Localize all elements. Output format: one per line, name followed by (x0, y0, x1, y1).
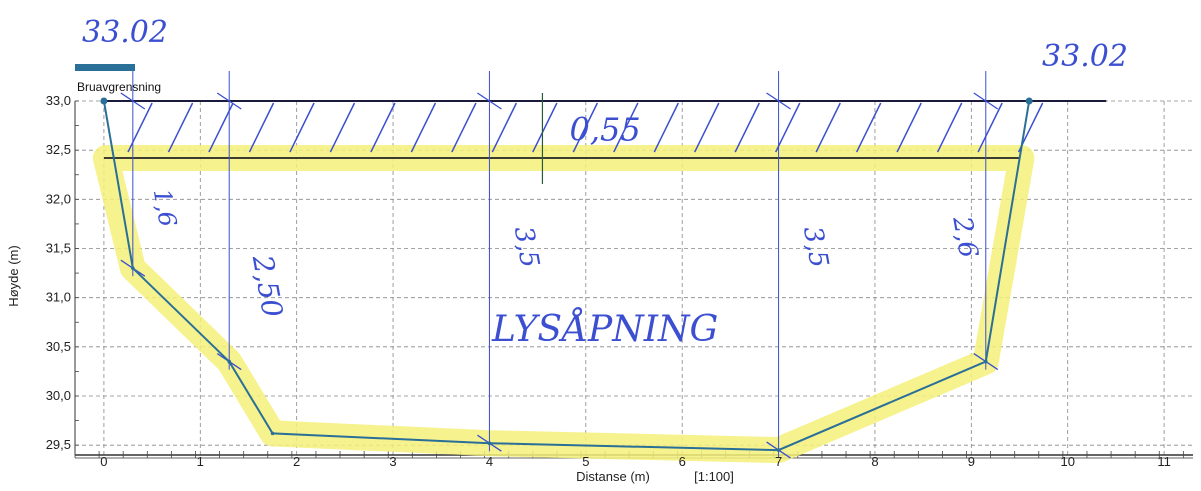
hatch-stroke (127, 102, 153, 153)
tick-cross (477, 92, 502, 110)
hatch-stroke (451, 102, 477, 153)
x-tick-label: 7 (775, 454, 782, 469)
y-tick-label: 31,5 (46, 241, 71, 256)
hatch-stroke (896, 102, 922, 153)
x-tick-label: 8 (871, 454, 878, 469)
y-tick-label: 30,5 (46, 339, 71, 354)
y-tick-label: 33,0 (46, 93, 71, 108)
x-tick-label: 10 (1060, 454, 1074, 469)
tick-labels: 0 1 2 3 4 5 6 7 8 9 10 11 33,0 32,5 32,0 31,5 31,0 30,5 30… (46, 93, 1171, 469)
legend-swatch (75, 64, 135, 71)
tick-cross (216, 92, 242, 110)
hatch-stroke (289, 102, 315, 153)
opening-label: LYSÅPNING (491, 308, 718, 350)
height-label: 3,5 (797, 224, 834, 270)
series-point (270, 431, 275, 436)
tick-cross (766, 92, 791, 110)
y-axis-title: Høyde (m) (6, 245, 21, 306)
x-tick-label: 5 (582, 454, 589, 469)
hatch-stroke (329, 102, 356, 153)
x-tick-label: 6 (679, 454, 686, 469)
height-label: 2,6 (946, 213, 983, 260)
x-tick-label: 11 (1157, 454, 1171, 469)
series-point (131, 266, 135, 270)
hatch-stroke (370, 102, 396, 153)
deck-thickness-label: 0,55 (569, 111, 640, 149)
series-point (776, 448, 781, 452)
x-axis-title: Distanse (m) (576, 469, 650, 484)
legend-label: Bruavgrensning (77, 80, 161, 94)
hatch-stroke (694, 102, 720, 153)
hatch-stroke (572, 102, 599, 153)
series-line (102, 100, 1031, 452)
hatch-stroke (936, 102, 963, 153)
x-tick-label: 3 (389, 454, 396, 469)
y-tick-label: 31,0 (46, 290, 71, 305)
y-tick-label: 32,0 (46, 191, 71, 206)
hatch-stroke (815, 102, 841, 153)
series-point (227, 359, 232, 364)
x-tick-label: 0 (100, 454, 107, 469)
tick-cross (973, 92, 999, 110)
height-label: 2,50 (246, 252, 289, 320)
series-point (100, 97, 108, 105)
x-axis-scale: [1:100] (694, 469, 734, 484)
hatch-stroke (775, 102, 801, 153)
hatch-stroke (491, 102, 518, 153)
series-point (1025, 97, 1033, 105)
hatch-stroke (734, 102, 760, 153)
series-point (487, 441, 492, 446)
series-point (983, 359, 988, 364)
clearance-highlight (92, 145, 1035, 464)
hatch-stroke (532, 102, 558, 153)
hatch-stroke (977, 102, 1003, 153)
x-tick-label: 9 (968, 454, 975, 469)
x-tick-label: 1 (197, 454, 204, 469)
hatch-stroke (855, 102, 882, 153)
level-label-right: 33.02 (1042, 39, 1128, 74)
deck-hatching (103, 100, 1107, 159)
hatch-stroke (410, 102, 437, 153)
x-tick-label: 2 (293, 454, 300, 469)
y-tick-label: 29,5 (46, 437, 71, 452)
hatch-stroke (167, 102, 194, 153)
level-label-left: 33.02 (82, 15, 168, 50)
y-tick-label: 30,0 (46, 388, 71, 403)
series-layer (100, 97, 1033, 452)
hatch-stroke (248, 102, 275, 153)
y-tick-label: 32,5 (46, 142, 71, 157)
x-tick-label: 4 (486, 454, 493, 469)
height-label: 3,5 (508, 224, 545, 270)
highlight-band (92, 145, 1035, 464)
hatch-stroke (653, 102, 680, 153)
height-label: 1,6 (148, 187, 182, 229)
tick-cross (120, 92, 146, 110)
hatch-stroke (613, 102, 639, 153)
